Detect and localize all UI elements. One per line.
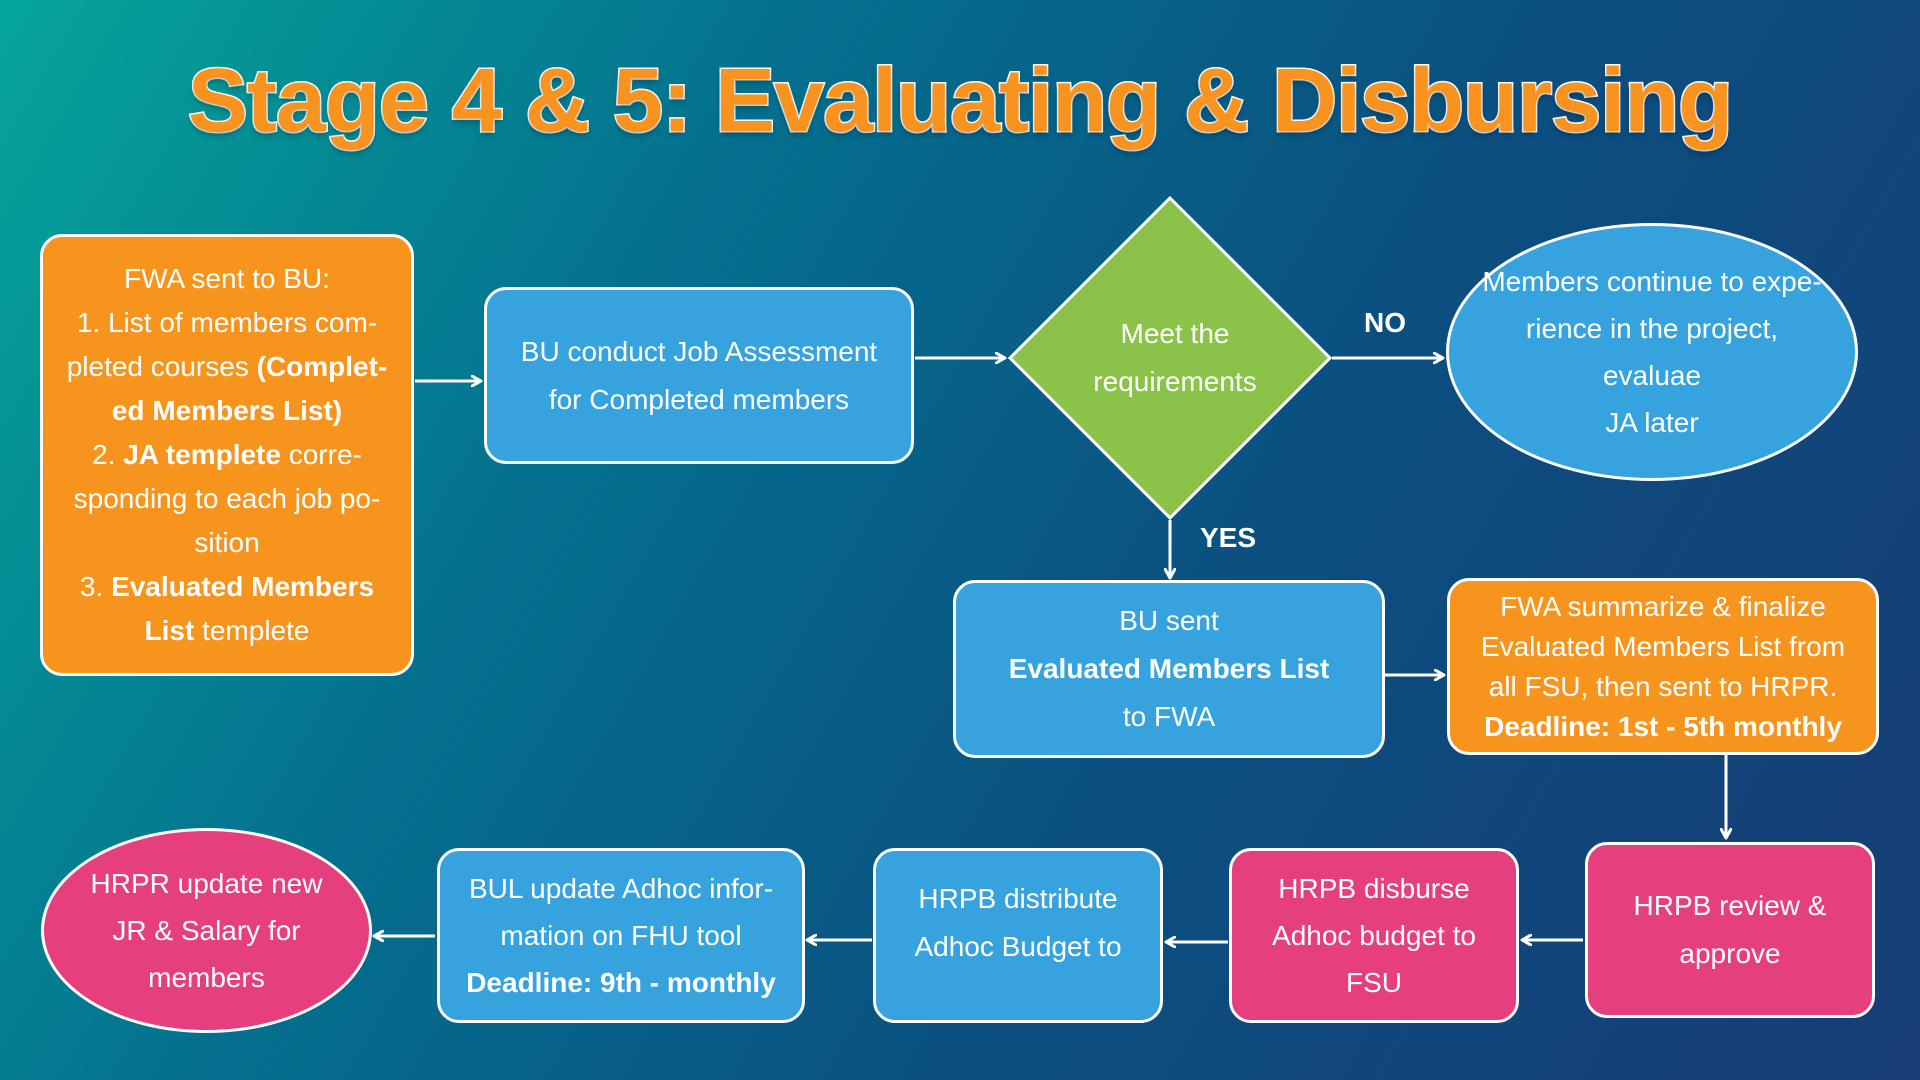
fwa-sent-line-8b: Evaluated Members	[111, 571, 375, 602]
fwa-sent-line-3b: (Complet-	[256, 351, 388, 382]
fwa-sent-line-2: 1. List of members com-	[76, 307, 378, 338]
fwa-sent-line-9b: templete	[194, 615, 310, 646]
hrpb-review-line-1: HRPB review &	[1633, 890, 1827, 921]
page-title: Stage 4 & 5: Evaluating & Disbursing	[186, 50, 1734, 153]
decision-diamond	[1007, 195, 1333, 521]
bul-update-line-2: mation on FHU tool	[500, 920, 742, 951]
node-bu-conduct-job-assessment: BU conduct Job Assessment for Completed …	[484, 287, 914, 464]
hrpb-disburse-line-2: Adhoc budget to	[1272, 920, 1476, 951]
fwa-sent-line-1: FWA sent to BU:	[124, 263, 330, 294]
node-members-continue: Members continue to expe- rience in the …	[1446, 223, 1858, 481]
hrpb-distribute-line-2: Adhoc Budget to	[914, 931, 1122, 962]
node-hrpr-update: HRPR update new JR & Salary for members	[41, 828, 372, 1033]
node-fwa-sent-to-bu: FWA sent to BU: 1. List of members com- …	[40, 234, 414, 676]
bu-conduct-line-2: for Completed members	[548, 383, 850, 415]
fwa-sent-line-5b: JA templete	[123, 439, 281, 470]
decision-label: Meet the requirements	[1050, 310, 1300, 406]
fwa-sent-line-4: ed Members List)	[111, 395, 343, 426]
bul-update-line-1: BUL update Adhoc infor-	[468, 873, 774, 904]
fwa-summarize-line-2: Evaluated Members List from	[1480, 630, 1846, 662]
fwa-sent-line-5: 2. JA templete corre-	[92, 433, 362, 477]
fwa-sent-line-3: pleted courses (Complet-	[67, 345, 388, 389]
hrpr-update-line-1: HRPR update new	[90, 868, 323, 899]
node-hrpb-disburse: HRPB disburse Adhoc budget to FSU	[1229, 848, 1519, 1023]
hrpr-update-line-2: JR & Salary for	[112, 915, 301, 946]
decision-line-1: Meet the	[1120, 318, 1230, 349]
hrpr-update-line-3: members	[148, 962, 265, 993]
bu-sent-line-2: Evaluated Members List	[1008, 653, 1330, 684]
bu-sent-line-3: to FWA	[1122, 701, 1216, 732]
bul-update-deadline: Deadline: 9th - monthly	[466, 967, 776, 998]
hrpb-disburse-line-3: FSU	[1346, 967, 1402, 998]
node-fwa-summarize: FWA summarize & finalize Evaluated Membe…	[1447, 578, 1879, 755]
members-continue-line-1: Members continue to expe-	[1482, 266, 1822, 297]
node-bul-update-adhoc: BUL update Adhoc infor- mation on FHU to…	[437, 848, 805, 1023]
bu-conduct-line-1: BU conduct Job Assessment	[520, 335, 878, 367]
fwa-sent-line-9: List templete	[145, 609, 310, 653]
hrpb-distribute-line-1: HRPB distribute	[918, 883, 1118, 914]
hrpb-review-line-2: approve	[1679, 938, 1781, 969]
hrpb-disburse-line-1: HRPB disburse	[1278, 873, 1470, 904]
decision-line-2: requirements	[1093, 366, 1257, 397]
node-bu-sent-evaluated-list: BU sent Evaluated Members List to FWA	[953, 580, 1385, 758]
edge-label-no: NO	[1364, 307, 1406, 338]
fwa-sent-line-6: sponding to each job po-	[73, 483, 381, 514]
edge-label-yes: YES	[1200, 522, 1257, 553]
fwa-summarize-line-1: FWA summarize & finalize	[1500, 590, 1826, 622]
fwa-summarize-line-3: all FSU, then sent to HRPR.	[1488, 670, 1838, 702]
members-continue-line-3: JA later	[1605, 407, 1699, 438]
fwa-sent-line-9a: List	[144, 615, 195, 646]
fwa-sent-line-5a: 2.	[92, 439, 124, 470]
node-hrpb-review-approve: HRPB review & approve	[1585, 842, 1875, 1018]
fwa-sent-line-7: sition	[194, 527, 260, 558]
fwa-sent-line-3a: pleted courses	[66, 351, 257, 382]
fwa-summarize-deadline: Deadline: 1st - 5th monthly	[1484, 710, 1842, 742]
fwa-sent-line-8: 3. Evaluated Members	[80, 565, 374, 609]
fwa-sent-line-5c: corre-	[280, 439, 362, 470]
members-continue-line-2: rience in the project, evaluae	[1525, 313, 1779, 391]
node-hrpb-distribute: HRPB distribute Adhoc Budget to	[873, 848, 1163, 1023]
bu-sent-line-1: BU sent	[1119, 605, 1219, 636]
fwa-sent-line-8a: 3.	[79, 571, 112, 602]
